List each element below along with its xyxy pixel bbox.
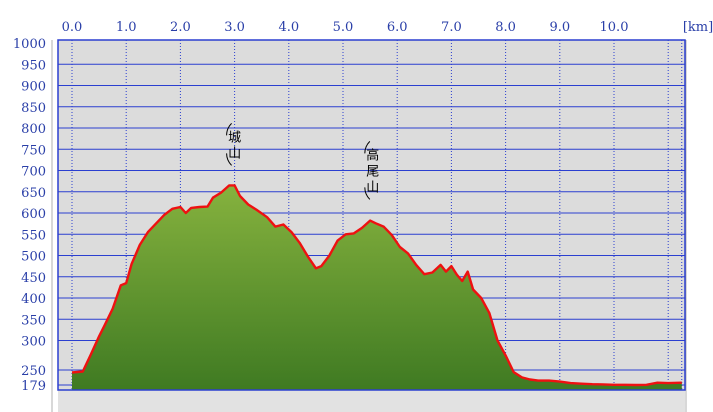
y-tick-label: 600 [21, 207, 46, 222]
y-tick-label: 350 [21, 313, 46, 328]
peak-annotations: 城山 高尾山 [226, 123, 379, 200]
elevation-area [72, 185, 682, 390]
x-tick-label: 5.0 [333, 20, 354, 35]
peak-label: 城山 [226, 123, 241, 166]
peak-label-char: 城 [228, 130, 241, 145]
x-tick-label: 6.0 [387, 20, 408, 35]
x-tick-label: 0.0 [62, 20, 83, 35]
y-tick-label: 850 [21, 101, 46, 116]
y-tick-label: 1000 [13, 37, 46, 52]
x-axis-ticks: 0.0 1.0 2.0 3.0 4.0 5.0 6.0 7.0 8.0 9.0 10.0 [km] [62, 20, 713, 35]
peak-label-char: 尾 [366, 164, 379, 179]
peak-label-char: 高 [366, 147, 379, 163]
plot-bottom-band [58, 390, 685, 412]
y-tick-label: 450 [21, 271, 46, 286]
peak-label-char: 山 [228, 146, 241, 161]
x-tick-label: 8.0 [495, 20, 516, 35]
y-tick-label: 750 [21, 143, 46, 158]
y-tick-label: 500 [21, 250, 46, 265]
x-tick-label: 2.0 [170, 20, 191, 35]
x-tick-label: 4.0 [278, 20, 299, 35]
y-tick-label: 300 [21, 335, 46, 350]
x-tick-label: 7.0 [441, 20, 462, 35]
x-tick-label: 10.0 [600, 20, 629, 35]
y-axis-ticks: 1000 950 900 850 800 750 700 650 600 550 500 450 400… [13, 37, 46, 394]
x-tick-label: 3.0 [224, 20, 245, 35]
y-tick-label: 250 [21, 364, 46, 379]
y-tick-label: 550 [21, 228, 46, 243]
paren-open [364, 141, 371, 154]
y-tick-label: 800 [21, 122, 46, 137]
y-tick-label: 950 [21, 58, 46, 73]
elevation-line [71, 184, 682, 387]
y-tick-label: 650 [21, 186, 46, 201]
x-unit-label: [km] [683, 20, 713, 35]
y-tick-label: 900 [21, 80, 46, 95]
peak-label-char: 山 [366, 180, 379, 195]
paren-close [364, 187, 371, 200]
paren-close [226, 153, 232, 166]
y-tick-label: 179 [21, 379, 46, 394]
paren-open [226, 123, 232, 136]
y-tick-label: 700 [21, 165, 46, 180]
x-tick-label: 9.0 [549, 20, 570, 35]
x-tick-label: 1.0 [116, 20, 137, 35]
y-tick-label: 400 [21, 292, 46, 307]
plot-frame [57, 39, 686, 391]
peak-label: 高尾山 [364, 141, 379, 200]
